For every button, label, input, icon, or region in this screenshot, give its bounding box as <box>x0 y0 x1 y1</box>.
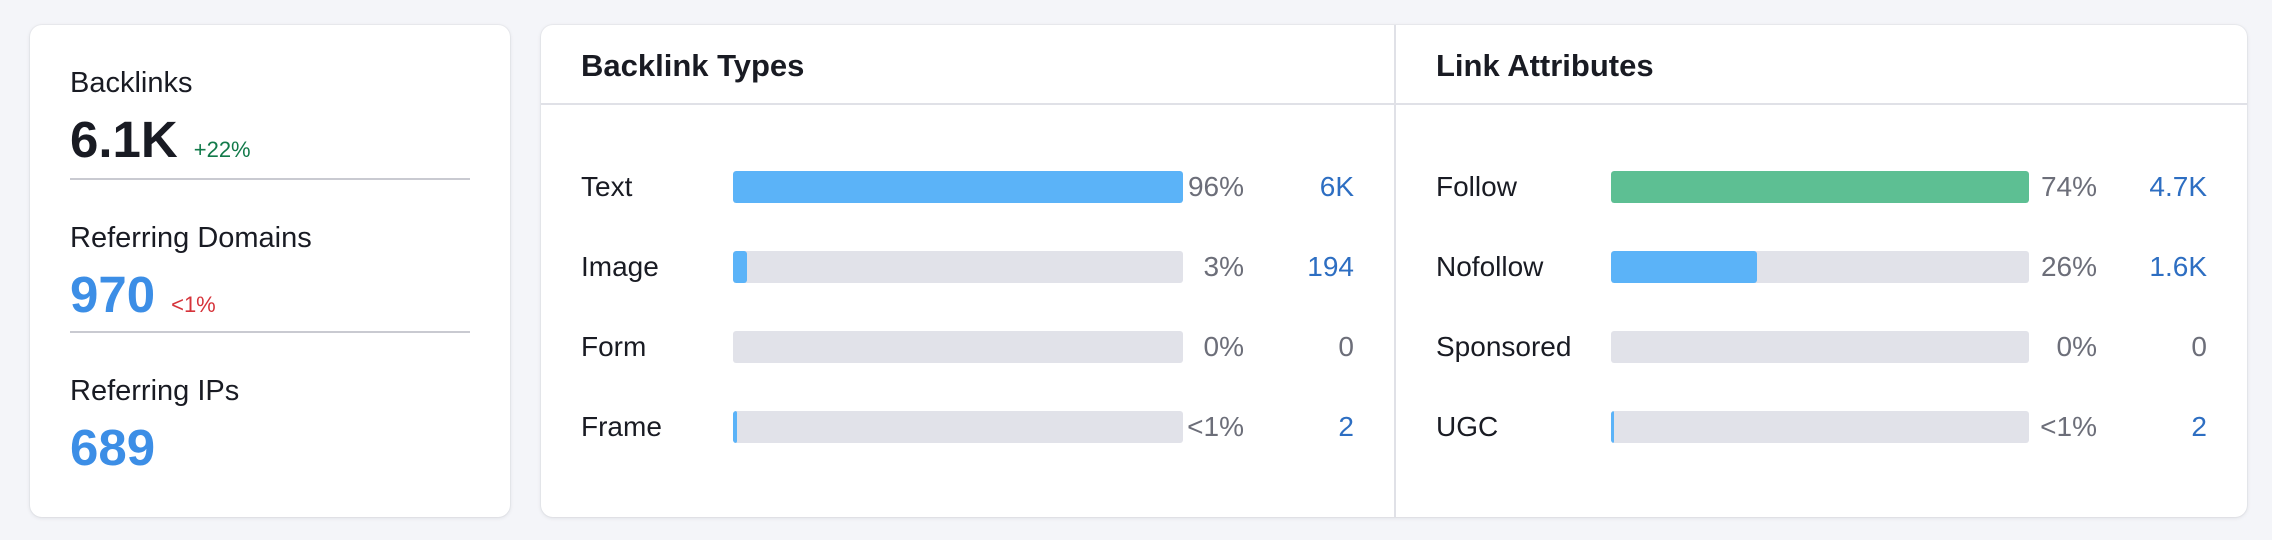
breakdown-card: Backlink Types Text 96% 6K Image 3% 194 Form 0%… <box>541 25 2247 517</box>
referring-domains-change: <1% <box>171 292 216 317</box>
panel-header: Link Attributes <box>1396 25 2247 105</box>
row-label: Form <box>581 331 647 362</box>
bar-row-nofollow[interactable]: Nofollow 26% 1.6K <box>1436 250 2207 284</box>
bar-row-image[interactable]: Image 3% 194 <box>581 250 1354 284</box>
row-label: UGC <box>1436 411 1499 442</box>
row-percent: <1% <box>2040 411 2097 442</box>
bar-track <box>1611 331 2029 363</box>
panel-header: Backlink Types <box>541 25 1394 105</box>
referring-domains-value[interactable]: 970 <box>70 266 156 323</box>
metric-referring-ips[interactable]: Referring IPs 689 <box>70 331 470 484</box>
row-percent: 3% <box>1203 251 1244 282</box>
metric-label: Backlinks <box>70 67 193 99</box>
bar-row-follow[interactable]: Follow 74% 4.7K <box>1436 170 2207 204</box>
bar-track <box>1611 251 2029 283</box>
backlinks-change: +22% <box>193 137 251 162</box>
bar-fill <box>1611 251 1757 283</box>
referring-ips-value[interactable]: 689 <box>70 419 156 476</box>
row-count[interactable]: 6K <box>1319 171 1354 202</box>
bar-fill <box>733 411 737 443</box>
row-percent: 0% <box>1203 331 1244 362</box>
bar-row-text[interactable]: Text 96% 6K <box>581 170 1354 204</box>
summary-card: Backlinks 6.1K +22% Referring Domains 97… <box>30 25 510 517</box>
row-percent: 26% <box>2040 251 2097 282</box>
bar-fill <box>733 171 1183 203</box>
bar-track <box>1611 171 2029 203</box>
bar-track <box>733 411 1183 443</box>
bar-fill <box>1611 171 2029 203</box>
row-label: Nofollow <box>1436 251 1544 282</box>
row-count[interactable]: 2 <box>1338 411 1354 442</box>
bar-row-frame[interactable]: Frame <1% 2 <box>581 410 1354 444</box>
link-attributes-panel: Link Attributes Follow 74% 4.7K Nofollow 26%… <box>1394 25 2247 517</box>
row-percent: 74% <box>2040 171 2097 202</box>
row-count[interactable]: 1.6K <box>2149 251 2207 282</box>
row-count: 0 <box>1338 331 1354 362</box>
backlinks-value: 6.1K <box>70 111 178 168</box>
row-percent: <1% <box>1187 411 1244 442</box>
row-count[interactable]: 4.7K <box>2149 171 2207 202</box>
bar-row-sponsored[interactable]: Sponsored 0% 0 <box>1436 330 2207 364</box>
row-label: Image <box>581 251 659 282</box>
metric-backlinks[interactable]: Backlinks 6.1K +22% <box>70 25 470 178</box>
row-label: Sponsored <box>1436 331 1572 362</box>
row-label: Frame <box>581 411 662 442</box>
row-count: 0 <box>2191 331 2207 362</box>
row-count[interactable]: 2 <box>2191 411 2207 442</box>
row-label: Text <box>581 171 633 202</box>
bar-fill <box>1611 411 1614 443</box>
metric-label: Referring Domains <box>70 222 312 254</box>
bar-fill <box>733 251 747 283</box>
backlink-types-panel: Backlink Types Text 96% 6K Image 3% 194 Form 0%… <box>541 25 1394 517</box>
link-attributes-title: Link Attributes <box>1436 48 1654 83</box>
bar-track <box>733 171 1183 203</box>
backlink-types-title: Backlink Types <box>581 48 805 83</box>
bar-track <box>733 331 1183 363</box>
bar-row-ugc[interactable]: UGC <1% 2 <box>1436 410 2207 444</box>
bar-track <box>1611 411 2029 443</box>
row-count[interactable]: 194 <box>1307 251 1354 282</box>
row-percent: 96% <box>1187 171 1244 202</box>
metric-referring-domains[interactable]: Referring Domains 970 <1% <box>70 178 470 331</box>
row-label: Follow <box>1436 171 1517 202</box>
metric-label: Referring IPs <box>70 375 240 407</box>
bar-track <box>733 251 1183 283</box>
row-percent: 0% <box>2056 331 2097 362</box>
bar-row-form[interactable]: Form 0% 0 <box>581 330 1354 364</box>
